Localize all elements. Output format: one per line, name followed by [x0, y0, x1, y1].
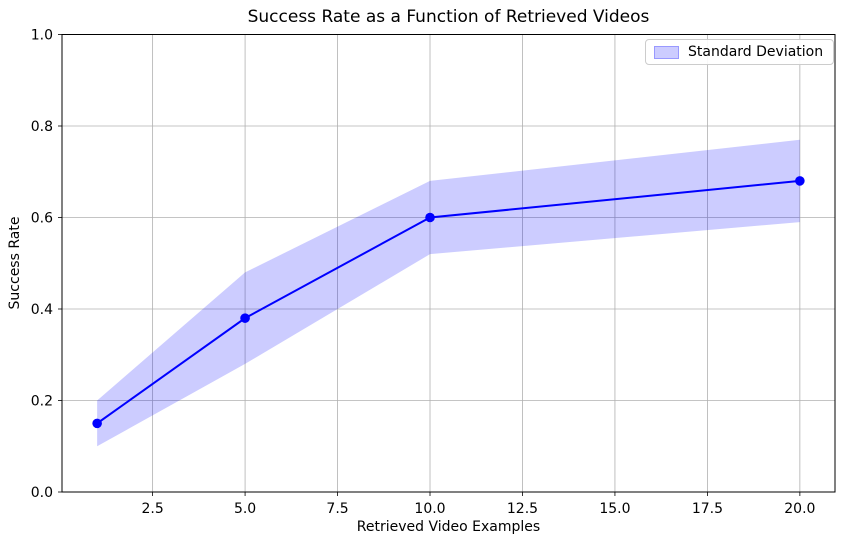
- x-tick-label: 5.0: [234, 501, 256, 517]
- x-tick-label: 12.5: [507, 501, 538, 517]
- y-tick-label: 0.6: [31, 211, 53, 227]
- y-tick-label: 0.2: [31, 394, 53, 410]
- legend-swatch-std-band: [654, 45, 679, 59]
- std-deviation-band: [97, 139, 800, 447]
- x-tick-label: 10.0: [414, 501, 445, 517]
- y-tick-label: 1.0: [31, 28, 53, 44]
- chart-title: Success Rate as a Function of Retrieved …: [247, 7, 650, 27]
- legend-label: Standard Deviation: [688, 44, 824, 60]
- data-points: [92, 176, 805, 429]
- tick-marks: [58, 34, 801, 496]
- data-point-marker: [240, 313, 250, 323]
- x-tick-label: 17.5: [692, 501, 723, 517]
- x-tick-label: 7.5: [326, 501, 348, 517]
- gridlines: [62, 34, 835, 493]
- y-axis-label: Success Rate: [7, 216, 23, 310]
- legend: Standard Deviation: [645, 39, 835, 65]
- x-axis-label: Retrieved Video Examples: [356, 519, 541, 535]
- plot-border: [61, 34, 836, 493]
- data-point-marker: [795, 176, 805, 186]
- x-tick-labels: 2.5 5.0 7.5 10.0 12.5 15.0 17.5 20.0: [141, 501, 815, 517]
- y-tick-labels: 0.0 0.2 0.4 0.6 0.8 1.0: [31, 28, 53, 502]
- x-tick-label: 20.0: [784, 501, 815, 517]
- data-point-marker: [425, 212, 435, 223]
- y-tick-label: 0.4: [31, 302, 53, 318]
- x-tick-label: 2.5: [141, 501, 163, 517]
- x-tick-label: 15.0: [599, 501, 630, 517]
- y-tick-label: 0.8: [31, 119, 53, 135]
- y-tick-label: 0.0: [31, 485, 53, 501]
- success-rate-line: [96, 179, 800, 425]
- data-point-marker: [92, 418, 102, 429]
